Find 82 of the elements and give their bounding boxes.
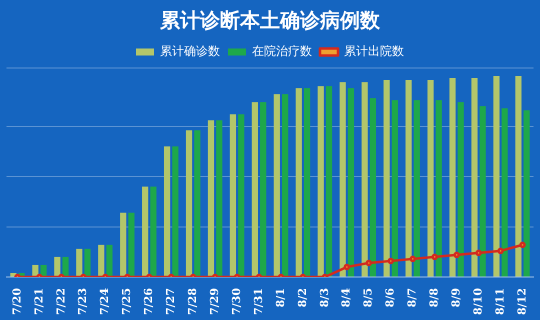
x-tick-label: 7/28 <box>186 288 200 316</box>
bar <box>172 146 178 277</box>
bar <box>260 102 266 277</box>
bar <box>480 106 486 277</box>
bar <box>524 110 530 277</box>
x-tick-label: 7/26 <box>142 288 156 316</box>
x-tick-label: 7/30 <box>230 288 243 316</box>
bar <box>427 80 434 277</box>
point <box>344 264 350 270</box>
bar <box>406 80 412 277</box>
x-tick-label: 8/5 <box>362 288 375 308</box>
bar <box>274 94 280 277</box>
x-tick-label: 8/10 <box>471 288 484 316</box>
point <box>497 248 504 254</box>
bar <box>164 146 170 277</box>
legend-label: 累计出院数 <box>344 44 404 58</box>
bar <box>76 248 82 277</box>
point <box>409 256 416 262</box>
point <box>366 260 372 266</box>
bar <box>502 108 508 277</box>
bar <box>142 186 148 277</box>
x-tick-label: 7/29 <box>208 288 221 316</box>
bar <box>186 130 192 277</box>
x-tick-label: 7/23 <box>76 288 90 316</box>
bar <box>194 130 200 277</box>
x-tick-label: 8/3 <box>318 288 331 308</box>
bar <box>493 76 500 277</box>
bar <box>208 120 214 277</box>
x-tick-label: 7/25 <box>120 288 134 316</box>
bar <box>362 82 368 277</box>
x-tick-label: 8/12 <box>515 288 528 316</box>
point <box>431 254 438 260</box>
x-tick-label: 8/1 <box>274 288 287 308</box>
bar <box>515 76 522 277</box>
bar <box>304 88 310 277</box>
bar <box>296 88 302 277</box>
bar <box>230 114 236 277</box>
bar <box>436 100 442 277</box>
x-tick-label: 7/20 <box>10 288 24 316</box>
bar <box>252 102 258 277</box>
bar <box>414 100 420 277</box>
bar <box>216 120 222 277</box>
x-tick-label: 8/2 <box>296 288 309 308</box>
bar <box>32 264 38 277</box>
legend-label: 在院治疗数 <box>252 44 312 58</box>
bar <box>54 256 60 277</box>
bar <box>384 80 390 277</box>
x-tick-label: 8/8 <box>428 288 441 308</box>
bar <box>392 100 398 277</box>
bar <box>318 86 324 277</box>
bar <box>98 244 104 277</box>
bar <box>282 94 288 277</box>
point <box>519 242 526 248</box>
bar <box>471 78 478 277</box>
bar <box>449 78 456 277</box>
bar <box>84 248 91 277</box>
bar <box>238 114 244 277</box>
x-tick-label: 7/31 <box>252 288 265 316</box>
x-tick-label: 7/22 <box>54 288 68 316</box>
point <box>475 250 482 256</box>
point <box>388 258 394 264</box>
bar <box>326 86 332 277</box>
bar <box>128 212 134 277</box>
point <box>453 252 460 258</box>
x-tick-label: 7/21 <box>32 288 46 316</box>
x-tick-label: 8/4 <box>340 288 353 308</box>
chart-title: 累计诊断本土确诊病例数 <box>159 8 381 32</box>
bar <box>62 256 69 277</box>
bar <box>106 244 113 277</box>
x-tick-label: 7/24 <box>98 288 112 316</box>
bar <box>150 186 156 277</box>
x-tick-label: 8/7 <box>406 288 419 308</box>
bar <box>120 212 126 277</box>
x-tick-label: 8/6 <box>384 288 397 308</box>
bar <box>458 102 464 277</box>
bar <box>348 88 354 277</box>
x-tick-label: 8/9 <box>450 288 463 308</box>
legend-label: 累计确诊数 <box>160 44 220 58</box>
x-tick-label: 7/27 <box>164 288 178 316</box>
bar <box>370 98 376 277</box>
x-tick-label: 8/11 <box>493 288 506 316</box>
bar <box>340 82 346 277</box>
